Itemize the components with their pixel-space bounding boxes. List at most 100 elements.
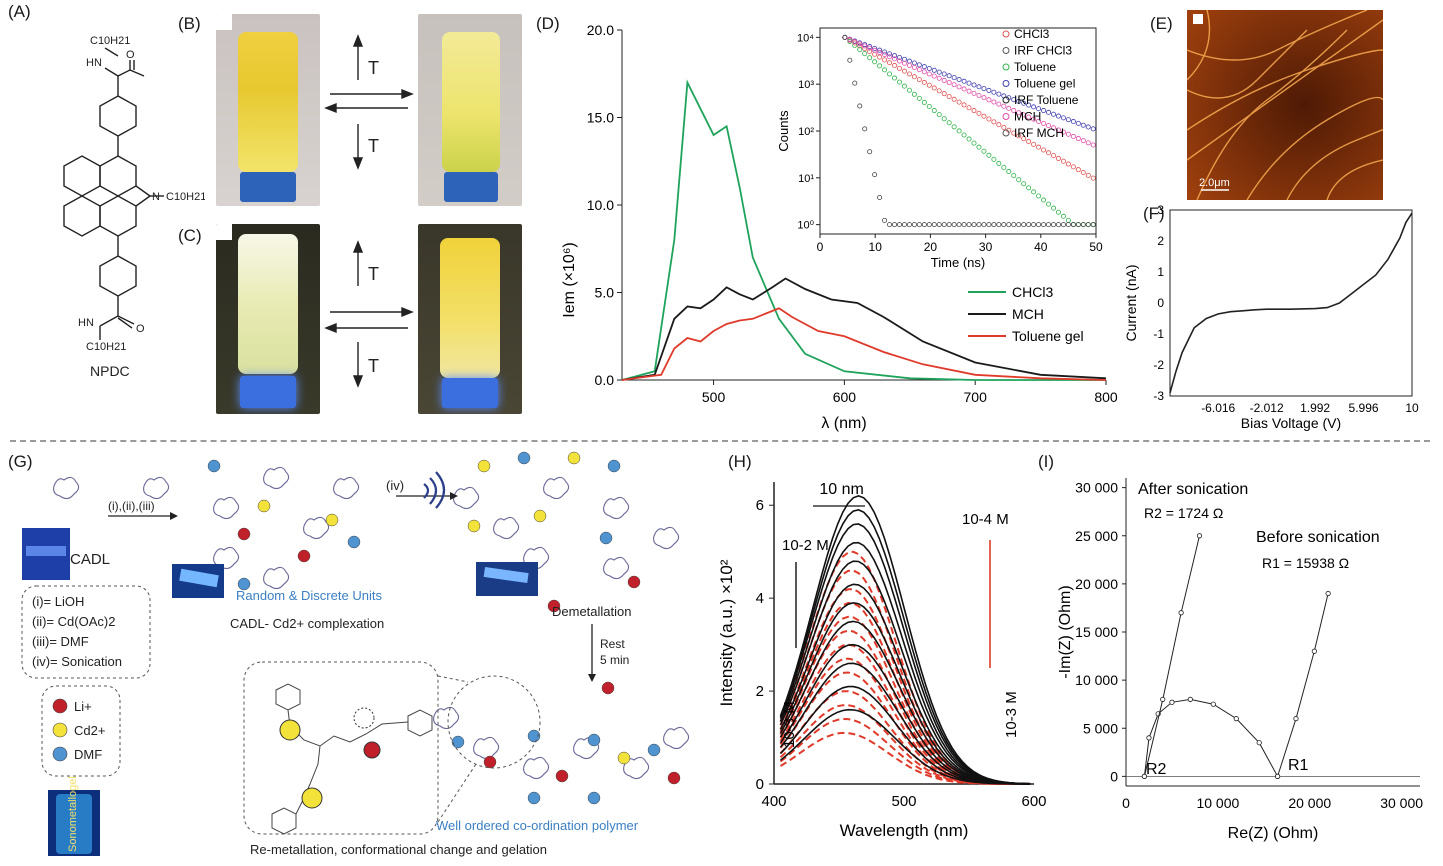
inset-point [896, 222, 902, 228]
inset-point [911, 74, 917, 80]
inset-point [901, 60, 907, 66]
i-annot-r1-marker: R1 [1288, 757, 1309, 774]
ion-dot [325, 513, 339, 527]
inset-legend-label: IRF Toluene [1014, 93, 1079, 107]
ligand-glyph [603, 556, 630, 580]
inset-point [926, 71, 932, 77]
legend-li: Li+ [74, 699, 92, 714]
random-units-label: Random & Discrete Units [236, 588, 382, 603]
ion-dot [547, 599, 561, 613]
h-red-curve [779, 731, 1031, 785]
inset-point [857, 41, 863, 47]
inset-point [1016, 177, 1022, 183]
inset-point [931, 67, 937, 73]
d-y-label: Iem (×10⁶) [561, 242, 578, 318]
inset-point [956, 128, 962, 134]
i-point [1210, 701, 1216, 707]
inset-point [996, 222, 1002, 228]
inset-point [887, 71, 893, 77]
inset-legend-marker [1002, 113, 1010, 120]
inset-point [1085, 172, 1091, 178]
chart-f: -3 -2 -1 0 1 2 3 -6.016 -2.012 1.992 5.996 10 Bias V… [1123, 203, 1419, 431]
inset-point [931, 222, 937, 228]
inset-point [906, 62, 912, 68]
ligand-glyph [523, 756, 550, 780]
inset-point [1026, 185, 1032, 191]
inset-legend-marker [1002, 80, 1010, 87]
d-x-label: λ (nm) [821, 415, 866, 432]
ion-dot [467, 519, 481, 533]
inset-point [867, 48, 873, 54]
ion-dot [237, 577, 251, 591]
inset-point [956, 84, 962, 90]
inset-point [857, 103, 863, 109]
panel-label-a: (A) [8, 2, 31, 21]
i-point [1196, 533, 1203, 539]
inset-point [1060, 115, 1066, 121]
inset-point [906, 71, 912, 77]
inset-point [862, 126, 868, 132]
inset-point [921, 99, 927, 105]
inset-point [1065, 117, 1071, 123]
inset-point [986, 97, 992, 103]
h-y-tick-label: 4 [756, 590, 764, 607]
inset-point [1011, 222, 1017, 228]
ion-dot [555, 769, 569, 783]
afm-scale-label: 2.0μm [1199, 177, 1230, 189]
inset-point [1016, 133, 1022, 139]
i-y-tick-label: 10 000 [1075, 672, 1118, 688]
inset-point [921, 64, 927, 70]
ligand-glyph [543, 476, 570, 500]
ion-dot [477, 459, 491, 473]
inset-point [1041, 120, 1047, 126]
h-annot-red-high: 10-4 M [962, 511, 1009, 528]
ligand-glyph [53, 476, 80, 500]
inset-point [887, 54, 893, 60]
inset-point [1031, 141, 1037, 147]
h-y-tick-label: 2 [756, 683, 764, 700]
inset-point [1060, 222, 1066, 228]
d-x-tick-label: 600 [833, 389, 857, 405]
inset-point [1090, 126, 1096, 132]
inset-point [936, 222, 942, 228]
d-y-tick-label: 15.0 [587, 110, 614, 126]
inset-point [971, 222, 977, 228]
sub-n: C10H21 [166, 191, 205, 203]
inset-point [981, 95, 987, 101]
ion-dot [587, 733, 601, 747]
f-x-tick-label: -6.016 [1201, 401, 1235, 415]
inset-point [911, 222, 917, 228]
inset-point [1036, 118, 1042, 124]
f-y-tick-label: -3 [1153, 389, 1164, 403]
inset-point [961, 102, 967, 108]
inset-point [986, 116, 992, 122]
inset-point [931, 108, 937, 114]
ion-dot [257, 499, 271, 513]
inset-point [971, 82, 977, 88]
d-x-tick-label: 800 [1094, 389, 1118, 405]
i-point [1311, 648, 1317, 654]
inset-point [857, 47, 863, 53]
inset-point [887, 51, 893, 57]
cadl-label: CADL [70, 551, 110, 568]
i-annot-r2-marker: R2 [1146, 761, 1167, 778]
arrow-t-b-up: T [368, 58, 379, 78]
inset-point [926, 82, 932, 88]
ligand-glyph [603, 496, 630, 520]
i-y-tick-label: 15 000 [1075, 624, 1118, 640]
f-y-tick-label: -2 [1153, 358, 1164, 372]
label-n: N [152, 191, 160, 203]
inset-point [1006, 169, 1012, 175]
inset-point [1050, 222, 1056, 228]
legend-cd: Cd2+ [74, 723, 105, 738]
inset-point [916, 62, 922, 68]
sub-bottom: C10H21 [86, 341, 126, 353]
inset-point [1031, 222, 1037, 228]
inset-point [842, 34, 848, 40]
f-y-tick-label: -1 [1153, 327, 1164, 341]
inset-point [966, 105, 972, 111]
label-o-bottom: O [136, 323, 145, 335]
i-point [1325, 590, 1331, 597]
inset-point [936, 69, 942, 75]
inset-point [936, 88, 942, 94]
